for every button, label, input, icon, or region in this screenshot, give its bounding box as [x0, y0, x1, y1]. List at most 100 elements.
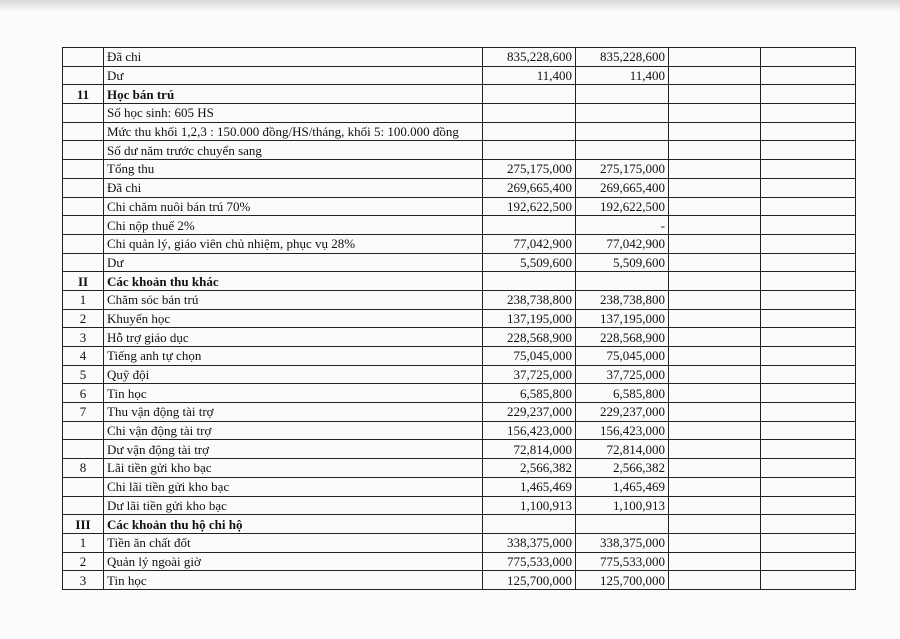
row-item: Tiền ăn chất đốt: [103, 532, 483, 553]
row-number: III: [62, 514, 104, 534]
empty-cell: [668, 439, 761, 460]
empty-cell: [760, 495, 856, 516]
row-number: [62, 159, 104, 179]
amount-cell: 72,814,000: [482, 439, 576, 460]
table-row: Chi chăm nuôi bán trú 70% 192,622,500 192,…: [62, 196, 856, 217]
empty-cell: [668, 402, 761, 422]
empty-cell: [668, 570, 761, 590]
row-number: II: [62, 271, 104, 291]
empty-cell: [668, 327, 761, 347]
empty-cell: [668, 84, 761, 105]
amount-cell: 11,400: [575, 65, 669, 86]
empty-cell: [760, 458, 856, 478]
row-item: Lãi tiền gửi kho bạc: [103, 458, 483, 478]
row-item: Tiếng anh tự chọn: [103, 346, 483, 366]
empty-cell: [668, 346, 761, 366]
amount-cell: [575, 121, 669, 142]
amount-cell: [482, 215, 576, 235]
empty-cell: [760, 346, 856, 366]
row-item: Số học sinh: 605 HS: [103, 103, 483, 123]
amount-cell: 6,585,800: [575, 383, 669, 404]
row-item: Đã chi: [103, 177, 483, 198]
amount-cell: 1,100,913: [575, 495, 669, 516]
amount-cell: 77,042,900: [575, 233, 669, 254]
empty-cell: [760, 308, 856, 329]
table-row: 3 Hỗ trợ giáo dục 228,568,900 228,568,900: [62, 327, 856, 347]
row-number: 4: [62, 346, 104, 366]
row-number: [62, 495, 104, 516]
empty-cell: [760, 476, 856, 497]
table-row: Dư vận động tài trợ 72,814,000 72,814,000: [62, 439, 856, 460]
amount-cell: [482, 121, 576, 142]
amount-cell: [482, 84, 576, 105]
empty-cell: [760, 103, 856, 123]
row-number: [62, 103, 104, 123]
row-item: Chi quản lý, giáo viên chủ nhiệm, phục v…: [103, 233, 483, 254]
amount-cell: 6,585,800: [482, 383, 576, 404]
empty-cell: [668, 289, 761, 310]
empty-cell: [668, 233, 761, 254]
table-row: Đã chi 269,665,400 269,665,400: [62, 177, 856, 198]
row-number: [62, 215, 104, 235]
empty-cell: [668, 420, 761, 441]
row-number: [62, 47, 104, 67]
empty-cell: [760, 140, 856, 161]
row-number: 3: [62, 327, 104, 347]
amount-cell: 75,045,000: [482, 346, 576, 366]
empty-cell: [668, 495, 761, 516]
amount-cell: 156,423,000: [482, 420, 576, 441]
table-row: 6 Tin học 6,585,800 6,585,800: [62, 383, 856, 404]
table-row: Tổng thu 275,175,000 275,175,000: [62, 159, 856, 179]
empty-cell: [760, 551, 856, 572]
amount-cell: 1,465,469: [575, 476, 669, 497]
table-row: Chi quản lý, giáo viên chủ nhiệm, phục v…: [62, 233, 856, 254]
row-number: 7: [62, 402, 104, 422]
empty-cell: [760, 215, 856, 235]
row-item: Dư: [103, 65, 483, 86]
row-item: Các khoản thu khác: [103, 271, 483, 291]
amount-cell: 1,465,469: [482, 476, 576, 497]
row-item: Chăm sóc bán trú: [103, 289, 483, 310]
empty-cell: [668, 121, 761, 142]
empty-cell: [760, 383, 856, 404]
table-row: 3 Tin học 125,700,000 125,700,000: [62, 570, 856, 590]
row-item: Hỗ trợ giáo dục: [103, 327, 483, 347]
empty-cell: [668, 532, 761, 553]
row-number: 2: [62, 308, 104, 329]
amount-cell: [482, 103, 576, 123]
row-number: [62, 420, 104, 441]
table-row: Dư 11,400 11,400: [62, 65, 856, 86]
empty-cell: [668, 215, 761, 235]
amount-cell: 775,533,000: [575, 551, 669, 572]
row-item: Dư lãi tiền gửi kho bạc: [103, 495, 483, 516]
row-number: [62, 121, 104, 142]
empty-cell: [668, 308, 761, 329]
row-number: [62, 177, 104, 198]
table-row: 1 Tiền ăn chất đốt 338,375,000 338,375,000: [62, 532, 856, 553]
amount-cell: 2,566,382: [575, 458, 669, 478]
amount-cell: 137,195,000: [482, 308, 576, 329]
row-number: [62, 140, 104, 161]
row-number: 2: [62, 551, 104, 572]
empty-cell: [760, 439, 856, 460]
table-row: Chi nộp thuế 2% -: [62, 215, 856, 235]
row-number: 8: [62, 458, 104, 478]
row-item: Tin học: [103, 383, 483, 404]
amount-cell: 229,237,000: [575, 402, 669, 422]
amount-cell: 192,622,500: [575, 196, 669, 217]
row-number: 5: [62, 364, 104, 385]
empty-cell: [760, 252, 856, 273]
empty-cell: [668, 476, 761, 497]
table-row: Số học sinh: 605 HS: [62, 103, 856, 123]
row-item: Dư: [103, 252, 483, 273]
row-number: [62, 196, 104, 217]
row-number: [62, 233, 104, 254]
row-item: Quản lý ngoài giờ: [103, 551, 483, 572]
amount-cell: 238,738,800: [575, 289, 669, 310]
amount-cell: 269,665,400: [575, 177, 669, 198]
row-item: Thu vận động tài trợ: [103, 402, 483, 422]
amount-cell: 125,700,000: [482, 570, 576, 590]
row-item: Học bán trú: [103, 84, 483, 105]
empty-cell: [760, 532, 856, 553]
